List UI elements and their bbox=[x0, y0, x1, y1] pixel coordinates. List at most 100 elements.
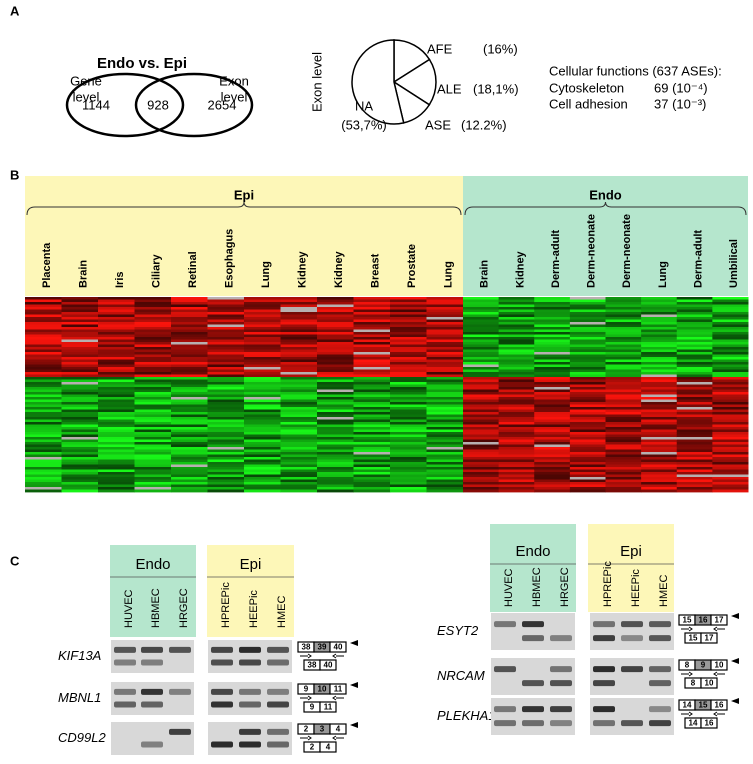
heatmap-cell bbox=[498, 307, 535, 310]
heatmap-cell bbox=[676, 467, 713, 470]
heatmap-cell bbox=[280, 404, 318, 408]
heatmap-cell bbox=[61, 357, 99, 360]
heatmap-cell bbox=[569, 392, 606, 395]
cell-line-label: HMEC bbox=[658, 575, 670, 607]
heatmap-cell bbox=[534, 422, 571, 425]
heatmap-cell bbox=[134, 484, 172, 488]
heatmap-cell bbox=[534, 419, 571, 423]
column-label: Kidney bbox=[297, 250, 309, 288]
heatmap-cell bbox=[676, 394, 713, 398]
heatmap-cell bbox=[171, 397, 208, 400]
gel-band bbox=[494, 706, 516, 713]
heatmap-cell bbox=[207, 454, 245, 458]
heatmap-cell bbox=[676, 404, 713, 408]
gel-band bbox=[114, 659, 136, 666]
heatmap-cell bbox=[25, 337, 62, 340]
heatmap-cell bbox=[98, 362, 135, 365]
heatmap-cell bbox=[498, 424, 535, 428]
heatmap-cell bbox=[426, 354, 464, 358]
heatmap-cell bbox=[569, 482, 606, 485]
heatmap-cell bbox=[280, 347, 318, 350]
pie-label: ALE bbox=[437, 81, 462, 96]
heatmap-cell bbox=[534, 467, 571, 470]
heatmap-cell bbox=[463, 307, 500, 310]
heatmap-cell bbox=[353, 434, 391, 438]
exon-box bbox=[329, 683, 347, 695]
heatmap-cell bbox=[641, 352, 678, 355]
heatmap-cell bbox=[25, 369, 62, 373]
heatmap-cell bbox=[498, 487, 535, 490]
heatmap-cell bbox=[207, 484, 245, 488]
heatmap-cell bbox=[317, 427, 354, 430]
heatmap-cell bbox=[171, 389, 208, 393]
heatmap-cell bbox=[353, 337, 391, 340]
heatmap-cell bbox=[207, 307, 245, 310]
group-header-bg bbox=[463, 176, 748, 296]
heatmap-cell bbox=[569, 299, 606, 303]
heatmap-cell bbox=[390, 404, 427, 408]
heatmap-cell bbox=[317, 299, 354, 303]
heatmap-cell bbox=[641, 449, 678, 453]
heatmap-cell bbox=[207, 369, 245, 373]
heatmap-cell bbox=[712, 394, 749, 398]
heatmap-cell bbox=[61, 422, 99, 425]
gene-label: MBNL1 bbox=[58, 690, 101, 705]
heatmap-cell bbox=[676, 297, 713, 300]
heatmap-cell bbox=[61, 427, 99, 430]
heatmap-cell bbox=[25, 299, 62, 303]
heatmap-cell bbox=[641, 429, 678, 433]
heatmap-cell bbox=[390, 359, 427, 363]
heatmap-cell bbox=[25, 302, 62, 305]
heatmap-cell bbox=[25, 429, 62, 433]
heatmap-cell bbox=[61, 477, 99, 480]
heatmap-cell bbox=[171, 304, 208, 308]
heatmap-cell bbox=[134, 324, 172, 328]
heatmap-cell bbox=[171, 477, 208, 480]
heatmap-cell bbox=[317, 394, 354, 398]
heatmap-cell bbox=[353, 342, 391, 345]
heatmap-cell bbox=[641, 359, 678, 363]
gel-band bbox=[211, 688, 233, 695]
heatmap-cell bbox=[390, 384, 427, 388]
heatmap-cell bbox=[676, 347, 713, 350]
heatmap-cell bbox=[498, 399, 535, 403]
heatmap-cell bbox=[641, 372, 678, 375]
heatmap-cell bbox=[605, 407, 642, 410]
heatmap-cell bbox=[463, 392, 500, 395]
heatmap-cell bbox=[534, 384, 571, 388]
heatmap-cell bbox=[207, 442, 245, 445]
heatmap-cell bbox=[25, 334, 62, 338]
heatmap-cell bbox=[605, 304, 642, 308]
primer-arrow bbox=[350, 682, 358, 688]
heatmap-cell bbox=[134, 332, 172, 335]
heatmap-cell bbox=[641, 322, 678, 325]
heatmap-cell bbox=[280, 414, 318, 418]
heatmap-cell bbox=[534, 447, 571, 450]
heatmap-cell bbox=[317, 402, 354, 405]
heatmap-cell bbox=[98, 414, 135, 418]
heatmap-cell bbox=[498, 434, 535, 438]
heatmap-cell bbox=[534, 392, 571, 395]
heatmap-cell bbox=[353, 302, 391, 305]
heatmap-cell bbox=[244, 464, 281, 468]
pie-value-label: (18,1%) bbox=[473, 81, 519, 96]
heatmap-cell bbox=[25, 439, 62, 443]
heatmap-cell bbox=[498, 309, 535, 313]
heatmap-cell bbox=[463, 367, 500, 370]
heatmap-cell bbox=[25, 477, 62, 480]
heatmap-cell bbox=[390, 302, 427, 305]
heatmap-cell bbox=[317, 474, 354, 478]
heatmap-cell bbox=[207, 349, 245, 353]
heatmap-cell bbox=[61, 462, 99, 465]
heatmap-cell bbox=[712, 404, 749, 408]
heatmap-cell bbox=[390, 392, 427, 395]
heatmap-cell bbox=[641, 364, 678, 368]
heatmap-cell bbox=[134, 457, 172, 460]
gel-band bbox=[494, 720, 516, 727]
heatmap-cell bbox=[61, 299, 99, 303]
heatmap-cell bbox=[426, 424, 464, 428]
heatmap-cell bbox=[207, 472, 245, 475]
heatmap-cell bbox=[534, 342, 571, 345]
heatmap-cell bbox=[61, 394, 99, 398]
heatmap-cell bbox=[280, 432, 318, 435]
